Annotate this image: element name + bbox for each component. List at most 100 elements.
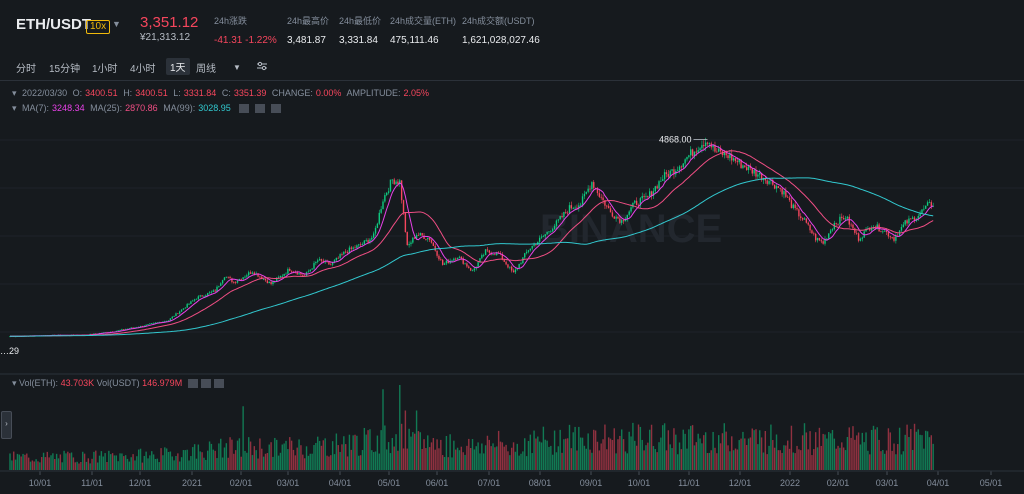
candle <box>712 145 714 148</box>
interval-1w[interactable]: 周线 <box>196 64 216 75</box>
volume-bar <box>846 437 849 470</box>
volume-bar <box>22 453 24 470</box>
chevron-down-icon[interactable]: ▾ <box>12 88 17 98</box>
volume-bar <box>417 431 420 470</box>
candle <box>913 217 916 222</box>
volume-bar <box>486 435 489 470</box>
candle <box>757 174 759 177</box>
leverage-badge[interactable]: 10x <box>86 20 111 34</box>
chevron-down-icon[interactable]: ▼ <box>112 19 121 29</box>
candle <box>496 252 498 255</box>
volume-bar <box>553 430 556 470</box>
volume-bar <box>63 450 65 470</box>
volume-bar <box>59 454 62 470</box>
volume-bar <box>887 428 890 470</box>
volume-bar <box>337 445 339 470</box>
volume-bar <box>861 432 864 470</box>
close-icon[interactable] <box>213 379 224 389</box>
volume-bar <box>876 427 878 470</box>
volume-bar <box>72 457 75 470</box>
candle <box>205 295 207 297</box>
volume-bar <box>449 434 451 470</box>
chevron-down-icon[interactable]: ▾ <box>12 103 17 113</box>
volume-bar <box>33 461 35 470</box>
candle <box>579 204 582 206</box>
volume-bar <box>462 452 464 470</box>
volume-bar <box>831 430 834 470</box>
volume-bar <box>895 454 897 470</box>
volume-bar <box>570 448 573 470</box>
volume-bar <box>216 458 218 470</box>
interval-4h[interactable]: 4小时 <box>130 64 156 75</box>
volume-bar <box>37 461 39 470</box>
volume-bar <box>624 451 627 470</box>
candle <box>669 170 671 177</box>
volume-bar <box>162 455 164 470</box>
interval-1d[interactable]: 1天 <box>166 58 190 75</box>
close-icon[interactable] <box>271 104 282 114</box>
candle <box>505 261 507 265</box>
volume-bar <box>908 437 910 470</box>
candle <box>275 277 278 282</box>
ohlc-open: 3400.51 <box>85 88 118 98</box>
candle <box>671 169 673 171</box>
volume-bar <box>234 450 237 470</box>
settings-icon[interactable] <box>256 61 268 74</box>
chevron-down-icon[interactable]: ▾ <box>12 378 17 388</box>
interval-15m[interactable]: 15分钟 <box>49 64 81 75</box>
eye-icon[interactable] <box>187 379 198 389</box>
volume-bar <box>160 448 162 470</box>
pair-symbol[interactable]: ETH/USDT <box>16 16 91 33</box>
vol-usdt-value: 146.979M <box>142 378 183 388</box>
candle <box>514 269 517 273</box>
volume-bar <box>496 446 498 470</box>
volume-bar <box>680 449 683 470</box>
candle <box>177 313 179 315</box>
x-tick-label: 10/01 <box>628 478 651 488</box>
volume-bar <box>848 427 850 470</box>
ma99-value: 3028.95 <box>198 103 231 113</box>
candle <box>425 239 427 240</box>
x-tick-label: 08/01 <box>529 478 552 488</box>
interval-1h[interactable]: 1小时 <box>92 64 118 75</box>
candle <box>395 181 397 185</box>
volume-bar <box>231 439 233 470</box>
candle <box>813 233 815 235</box>
volume-bar <box>186 449 188 470</box>
settings-icon[interactable] <box>255 104 266 114</box>
candle <box>876 224 878 229</box>
candle <box>343 251 345 255</box>
expand-panel-button[interactable]: › <box>1 411 12 439</box>
volume-bar <box>31 460 34 470</box>
watermark-text: BINANCE <box>540 207 722 251</box>
candle <box>824 238 826 244</box>
eye-icon[interactable] <box>239 104 250 114</box>
volume-bar <box>149 455 151 470</box>
candle <box>857 233 860 241</box>
volume-bar <box>279 452 282 470</box>
volume-bar <box>512 442 515 470</box>
settings-icon[interactable] <box>200 379 211 389</box>
volume-bar <box>576 450 578 470</box>
volume-bar <box>285 440 287 470</box>
candle <box>770 179 772 182</box>
volume-bar <box>734 448 737 470</box>
volume-bar <box>475 446 477 470</box>
volume-bar <box>867 450 869 470</box>
candle <box>287 268 289 274</box>
chevron-down-icon[interactable]: ▼ <box>233 63 241 72</box>
candle <box>322 260 325 263</box>
candle <box>807 222 809 225</box>
candle <box>787 196 789 198</box>
candle <box>165 320 168 322</box>
volume-bar <box>561 452 563 470</box>
interval-time[interactable]: 分时 <box>16 64 36 75</box>
volume-bar <box>242 406 244 470</box>
candle <box>759 172 761 175</box>
volume-bar <box>272 456 274 470</box>
candle <box>214 290 216 292</box>
volume-bar <box>712 431 714 470</box>
volume-bar <box>745 445 748 470</box>
volume-bar <box>768 445 770 470</box>
